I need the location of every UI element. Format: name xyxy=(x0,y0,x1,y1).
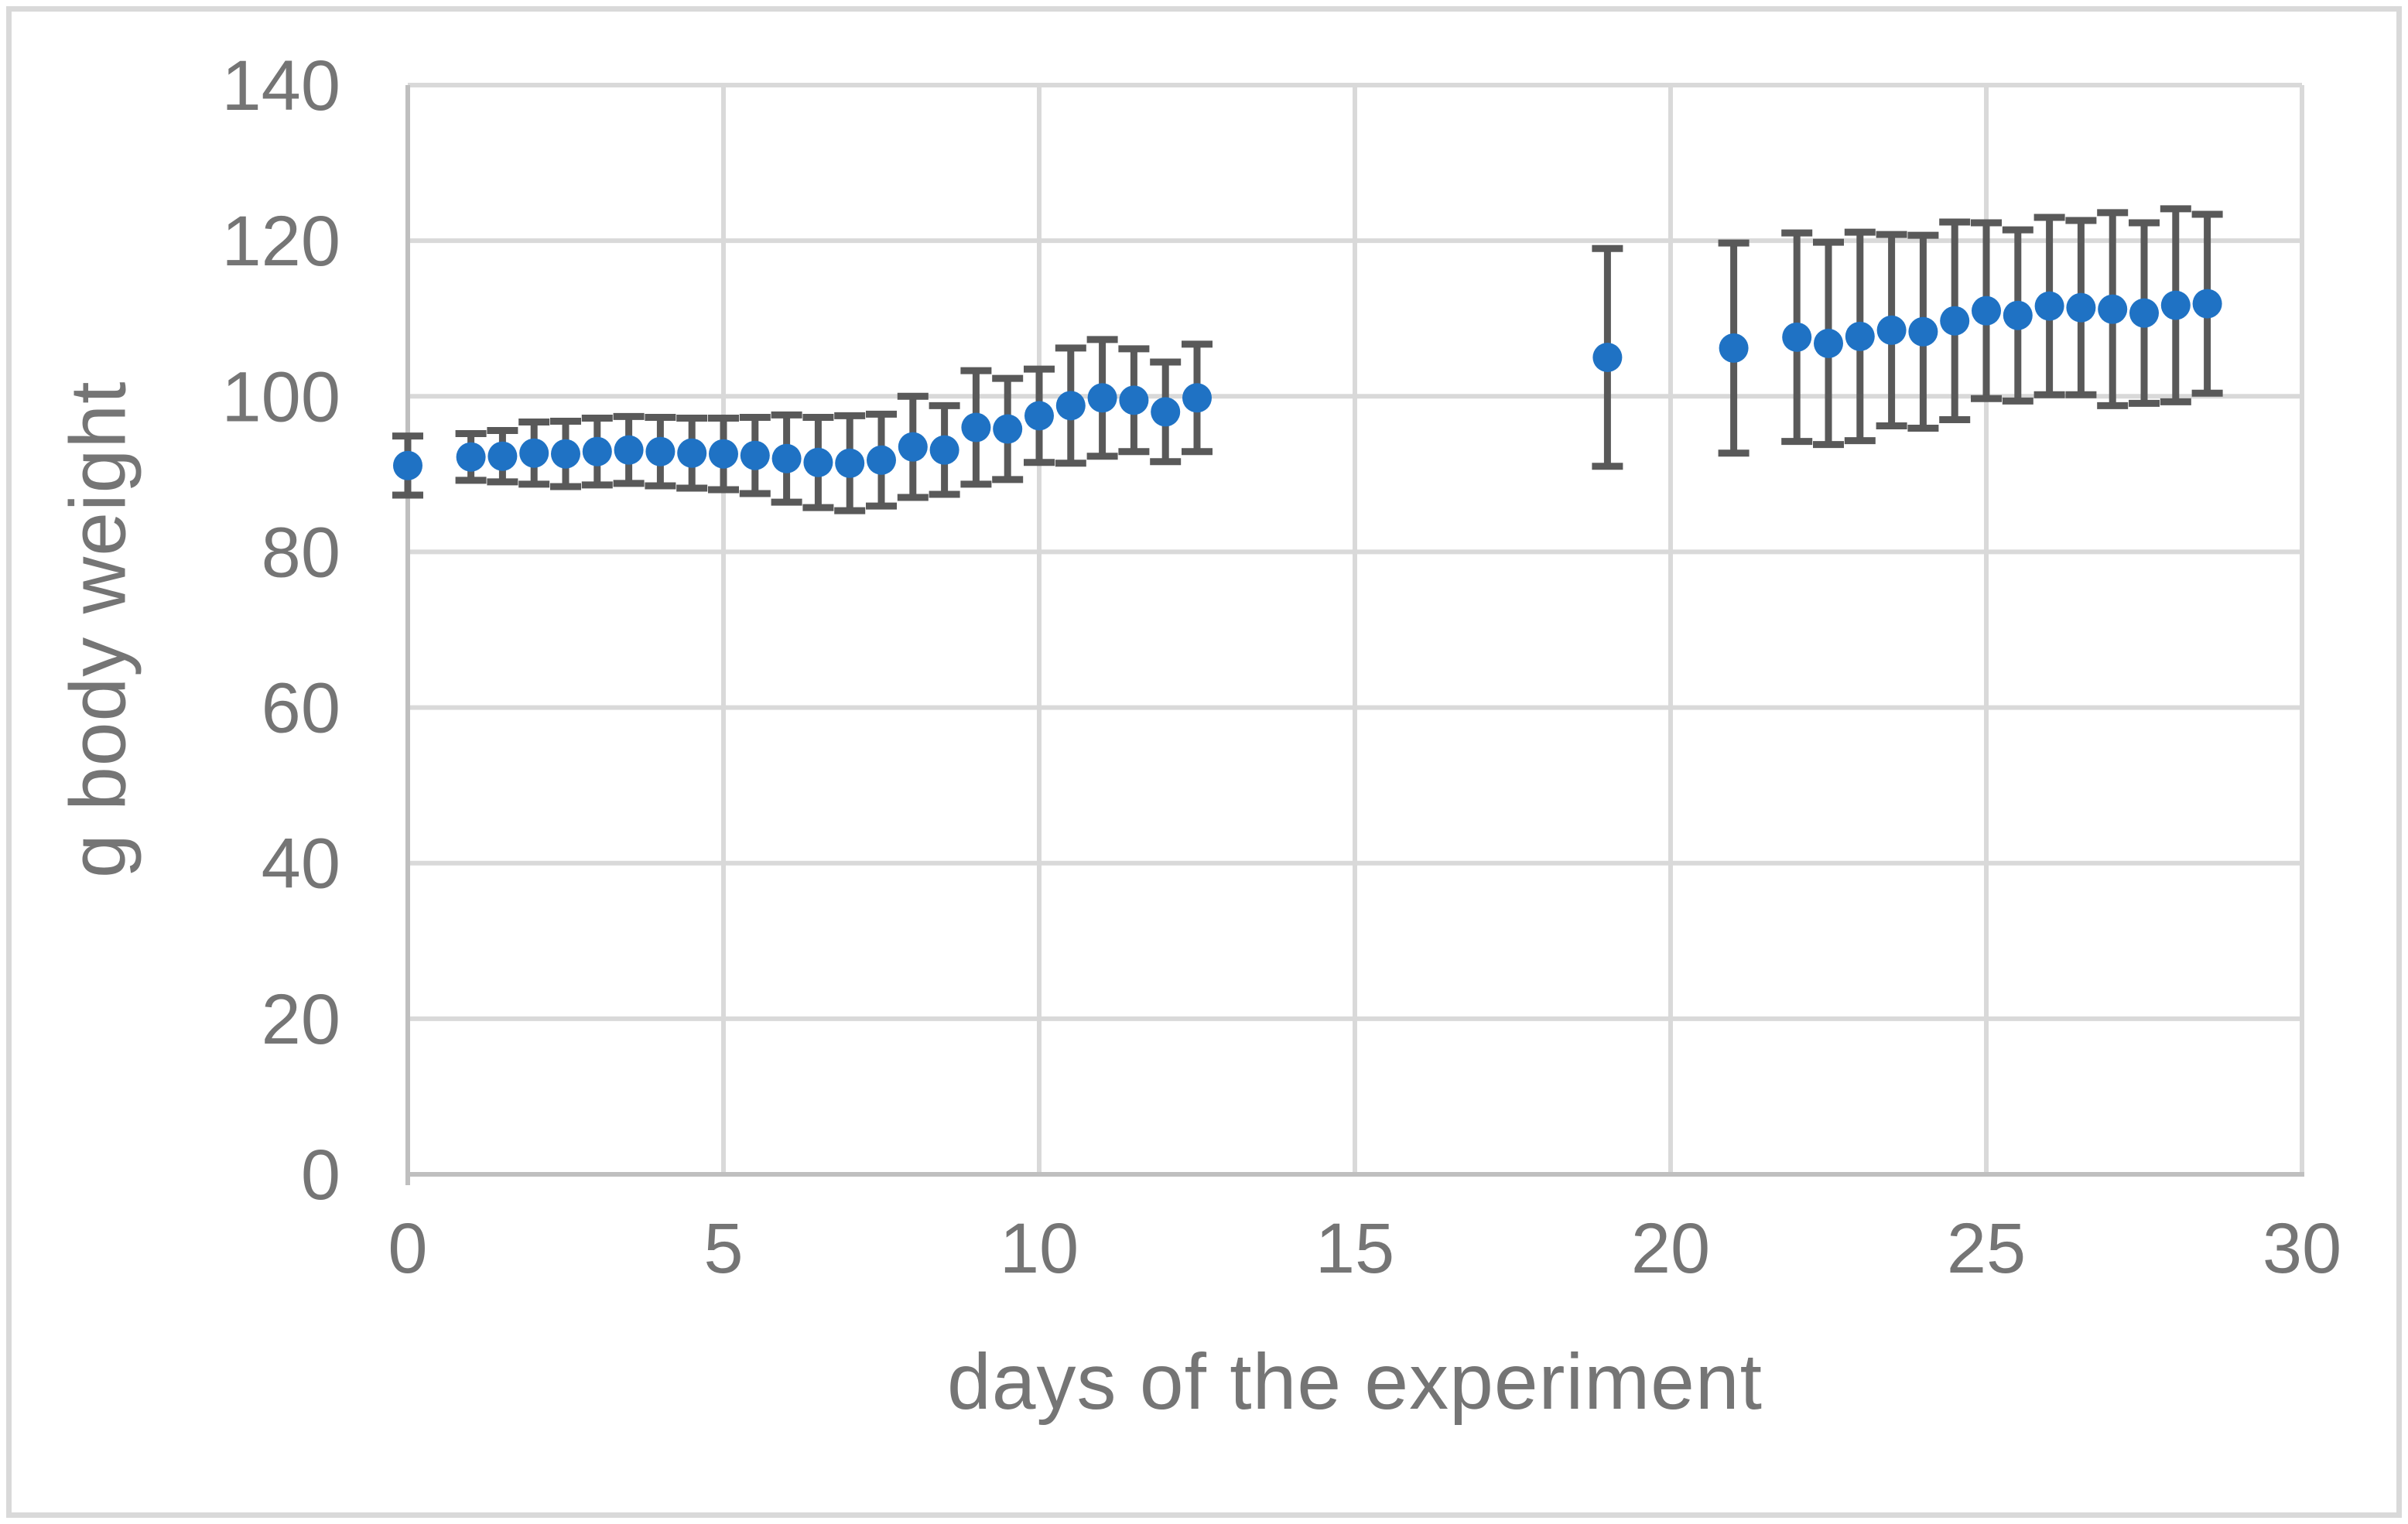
data-point-marker xyxy=(993,414,1023,444)
data-point-marker xyxy=(456,442,486,472)
y-tick-label: 120 xyxy=(222,202,341,281)
x-tick-label: 5 xyxy=(703,1209,743,1288)
data-point-marker xyxy=(1876,315,1907,345)
x-tick-label: 10 xyxy=(1000,1209,1079,1288)
data-point-marker xyxy=(803,447,833,477)
x-tick-label: 15 xyxy=(1315,1209,1394,1288)
data-point-marker xyxy=(519,438,549,468)
data-point-marker xyxy=(867,445,896,475)
y-tick-label: 80 xyxy=(262,513,340,592)
data-point-marker xyxy=(1814,328,1843,358)
data-point-marker xyxy=(961,412,991,443)
x-tick-label: 20 xyxy=(1631,1209,1710,1288)
y-tick-label: 0 xyxy=(301,1136,340,1215)
data-point-marker xyxy=(2098,294,2128,324)
x-tick-label: 25 xyxy=(1947,1209,2026,1288)
y-tick-label: 40 xyxy=(262,825,340,904)
data-point-marker xyxy=(1972,296,2001,326)
x-axis-title: days of the experiment xyxy=(947,1338,1763,1426)
data-point-marker xyxy=(1182,383,1212,413)
data-point-marker xyxy=(2034,291,2064,321)
data-point-marker xyxy=(582,436,612,466)
data-point-marker xyxy=(2066,292,2096,323)
data-point-marker xyxy=(2192,289,2222,319)
data-point-marker xyxy=(1055,391,1086,421)
y-tick-label: 60 xyxy=(262,669,340,748)
data-point-marker xyxy=(835,448,865,478)
data-point-marker xyxy=(929,435,959,465)
data-point-marker xyxy=(1151,397,1181,427)
data-point-marker xyxy=(1024,401,1054,431)
y-axis-title: g body weight xyxy=(53,381,142,879)
data-point-marker xyxy=(1782,322,1812,352)
data-point-marker xyxy=(645,436,676,466)
data-point-marker xyxy=(2129,298,2159,328)
data-point-marker xyxy=(2003,300,2033,330)
data-point-marker xyxy=(393,450,422,480)
data-point-marker xyxy=(1845,321,1875,351)
y-tick-label: 100 xyxy=(222,357,341,436)
data-point-marker xyxy=(709,439,738,469)
y-tick-label: 140 xyxy=(222,46,341,125)
y-tick-label: 20 xyxy=(262,980,340,1059)
data-point-marker xyxy=(771,443,802,473)
data-point-marker xyxy=(487,441,518,471)
data-point-marker xyxy=(898,432,928,462)
data-point-marker xyxy=(1592,343,1623,372)
data-point-marker xyxy=(1908,316,1938,347)
data-point-marker xyxy=(614,435,644,465)
data-point-marker xyxy=(1940,306,1970,336)
data-point-marker xyxy=(1119,385,1149,415)
data-point-marker xyxy=(740,440,770,470)
x-tick-label: 30 xyxy=(2263,1209,2341,1288)
data-point-marker xyxy=(551,439,580,469)
data-point-marker xyxy=(677,438,707,468)
data-point-marker xyxy=(1087,383,1117,413)
data-point-marker xyxy=(1719,333,1749,363)
data-point-marker xyxy=(2160,290,2191,320)
x-tick-label: 0 xyxy=(388,1209,427,1288)
